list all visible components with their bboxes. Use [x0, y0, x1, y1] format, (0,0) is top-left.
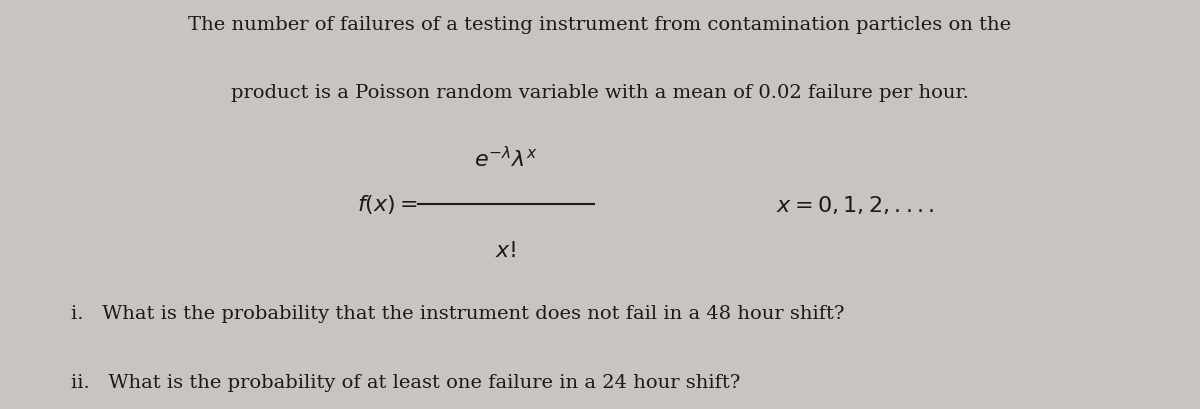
Text: i.   What is the probability that the instrument does not fail in a 48 hour shif: i. What is the probability that the inst…	[71, 305, 845, 323]
Text: $x = 0, 1, 2, ....$: $x = 0, 1, 2, ....$	[776, 193, 935, 216]
Text: The number of failures of a testing instrument from contamination particles on t: The number of failures of a testing inst…	[188, 16, 1012, 34]
Text: ii.   What is the probability of at least one failure in a 24 hour shift?: ii. What is the probability of at least …	[71, 373, 740, 391]
Text: $x!$: $x!$	[496, 240, 517, 261]
Text: $e^{-\lambda}\lambda^{x}$: $e^{-\lambda}\lambda^{x}$	[474, 146, 538, 171]
Text: product is a Poisson random variable with a mean of 0.02 failure per hour.: product is a Poisson random variable wit…	[232, 84, 968, 102]
Text: $f(x) =$: $f(x) =$	[356, 193, 418, 216]
